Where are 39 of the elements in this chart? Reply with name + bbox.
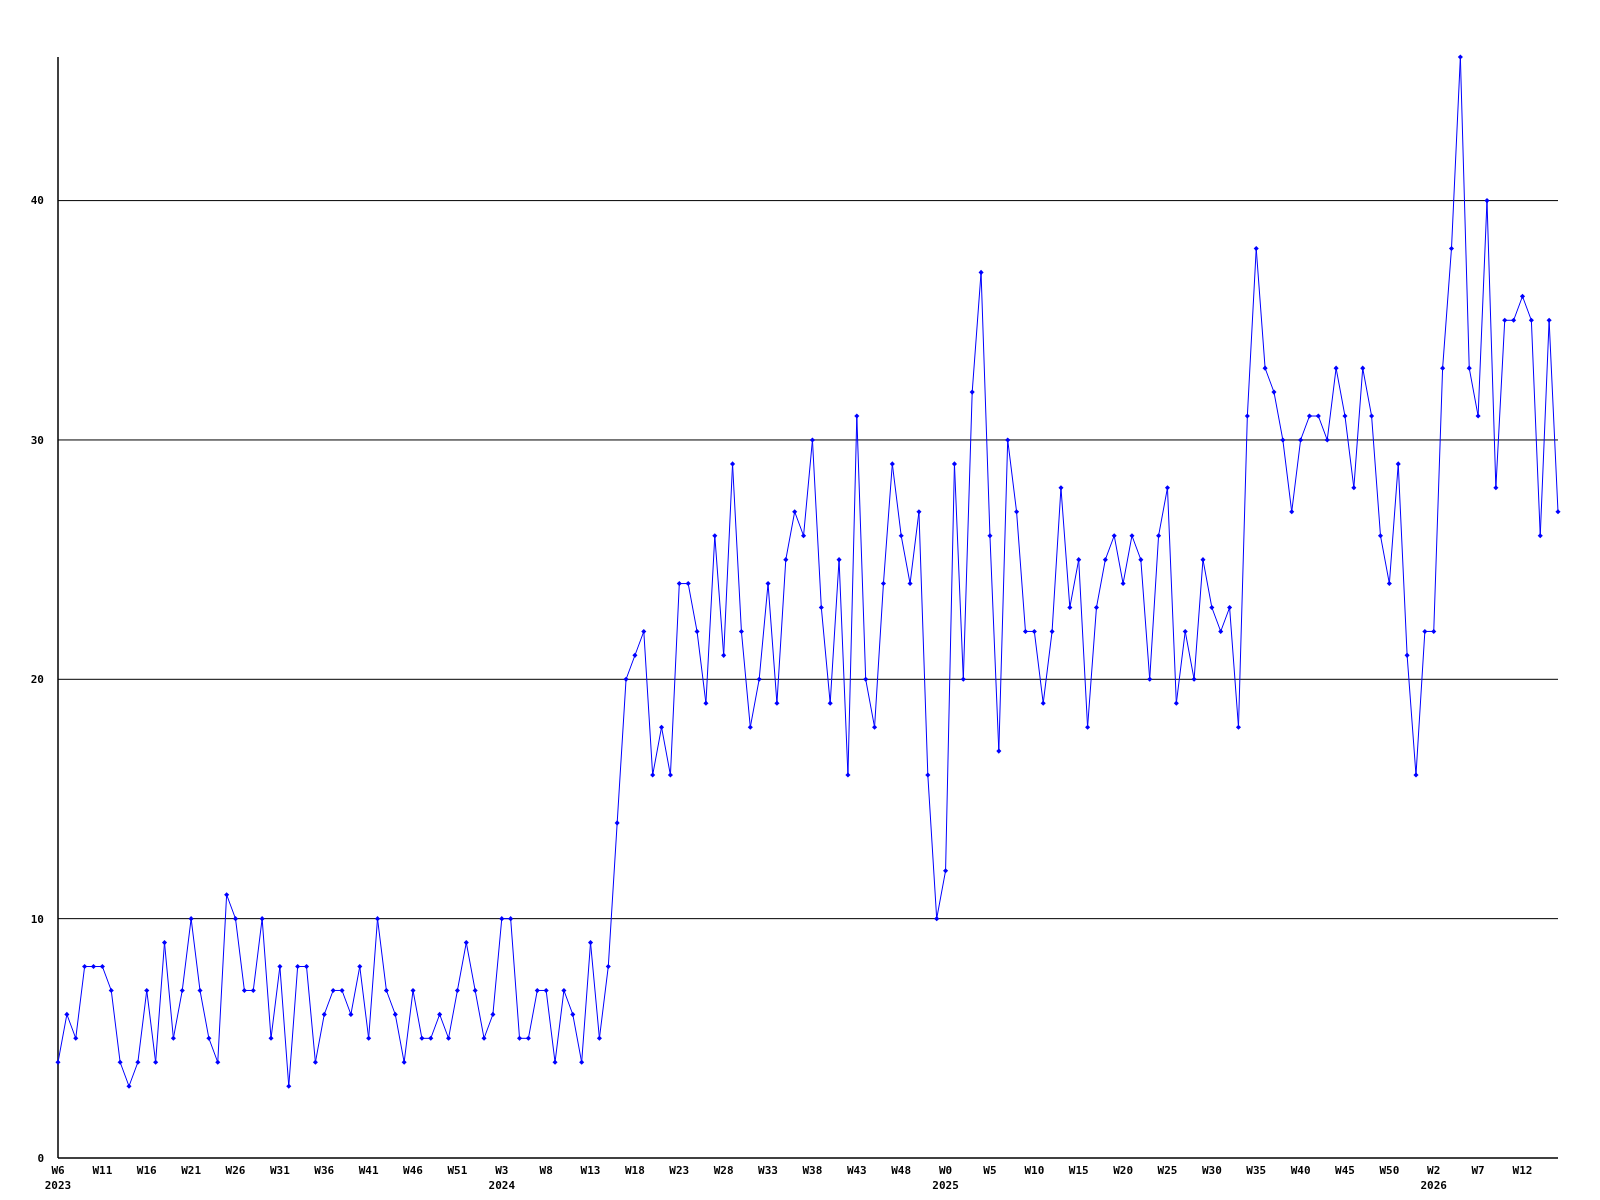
x-tick-label: W41 [358, 1164, 379, 1177]
x-tick-label: W20 [1113, 1164, 1134, 1177]
x-tick-label: W11 [92, 1164, 113, 1177]
x-tick-label: W43 [846, 1164, 867, 1177]
y-tick-label: 30 [30, 433, 44, 447]
x-tick-label: W6 2023 [44, 1164, 72, 1192]
x-tick-label: W48 [891, 1164, 912, 1177]
x-tick-label: W13 [580, 1164, 601, 1177]
y-tick-label: 10 [30, 912, 44, 926]
y-tick-label: 0 [37, 1151, 44, 1165]
x-tick-label: W5 [983, 1164, 997, 1177]
y-tick-label: 40 [30, 194, 44, 208]
x-tick-label: W51 [447, 1164, 468, 1177]
x-tick-label: W26 [225, 1164, 246, 1177]
x-tick-label: W18 [624, 1164, 645, 1177]
x-tick-label: W31 [269, 1164, 291, 1177]
x-tick-label: W15 [1068, 1164, 1089, 1177]
x-tick-label: W46 [403, 1164, 424, 1177]
y-tick-label: 20 [30, 673, 44, 687]
x-tick-label: W36 [314, 1164, 335, 1177]
x-tick-label: W16 [136, 1164, 158, 1177]
x-tick-label: W23 [669, 1164, 690, 1177]
x-tick-label: W35 [1246, 1164, 1267, 1177]
x-tick-label: W45 [1335, 1164, 1355, 1177]
x-tick-label: W0 2025 [932, 1164, 959, 1192]
x-tick-label: W28 [713, 1164, 734, 1177]
x-tick-label: W40 [1290, 1164, 1311, 1177]
x-tick-label: W12 [1512, 1164, 1533, 1177]
x-tick-label: W50 [1379, 1164, 1400, 1177]
x-tick-label: W7 [1471, 1164, 1485, 1177]
x-tick-label: W2 2026 [1420, 1164, 1448, 1192]
x-tick-label: W8 [539, 1164, 553, 1177]
x-tick-label: W25 [1157, 1164, 1178, 1177]
x-tick-label: W10 [1024, 1164, 1045, 1177]
x-tick-label: W3 2024 [488, 1164, 516, 1192]
x-tick-label: W38 [802, 1164, 823, 1177]
x-tick-label: W33 [758, 1164, 778, 1177]
x-tick-label: W21 [181, 1164, 202, 1177]
x-tick-label: W30 [1201, 1164, 1222, 1177]
